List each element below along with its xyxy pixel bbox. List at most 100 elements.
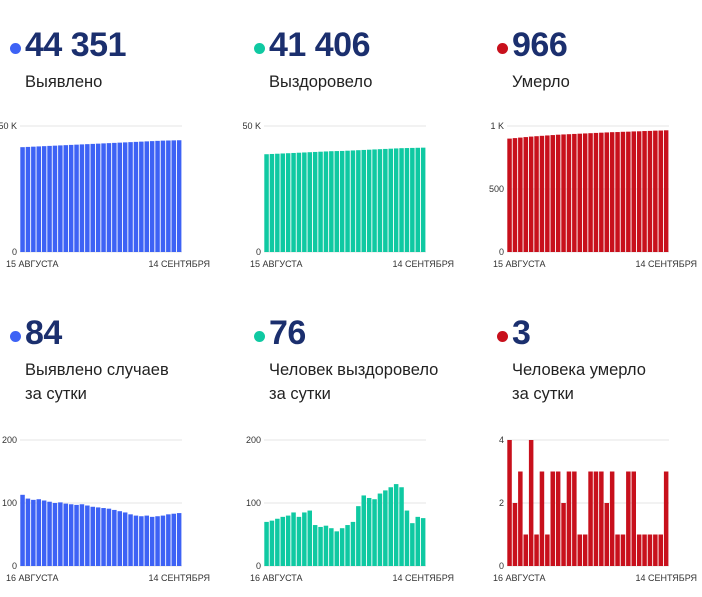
y-tick-label: 100 [2, 498, 17, 508]
bar [31, 499, 36, 566]
bar [160, 515, 166, 566]
bar [63, 503, 68, 566]
bar [291, 152, 296, 252]
bar [631, 471, 636, 566]
bar [388, 487, 393, 566]
bar [604, 503, 609, 566]
bar [593, 132, 599, 252]
bar [171, 513, 176, 566]
bar [95, 143, 101, 252]
bar [582, 534, 588, 566]
bar [518, 471, 523, 566]
total-value: 44 351 [25, 26, 127, 64]
bar [604, 132, 609, 252]
bar [106, 508, 112, 566]
bar [523, 137, 528, 252]
bar [642, 131, 647, 252]
bar [599, 132, 604, 252]
bar [345, 525, 350, 566]
bar [20, 494, 25, 566]
bar [399, 487, 404, 566]
metric-label-sub: за сутки [512, 385, 574, 403]
bar [128, 514, 133, 566]
bar [68, 504, 74, 566]
bar [609, 471, 615, 566]
bar [539, 471, 545, 566]
bar [647, 130, 653, 252]
bar [122, 142, 128, 252]
bar [318, 151, 323, 252]
bar [620, 534, 626, 566]
bar [79, 504, 85, 566]
y-tick-label: 200 [2, 435, 17, 445]
bar [291, 512, 296, 566]
metric-label: Умерло [512, 73, 570, 91]
x-tick-end: 14 СЕНТЯБРЯ [148, 573, 210, 583]
bar [25, 498, 31, 566]
bar [106, 143, 112, 252]
bar [631, 131, 636, 252]
bar [155, 516, 160, 566]
bar [275, 518, 280, 566]
bar [52, 145, 58, 252]
bar [74, 144, 79, 252]
x-tick-start: 15 АВГУСТА [493, 259, 546, 269]
bar [528, 136, 534, 252]
bar [128, 142, 133, 252]
bar [410, 523, 415, 566]
bar [58, 502, 63, 566]
metric-label: Человека умерло [512, 361, 646, 379]
bar [653, 534, 658, 566]
bar [31, 146, 36, 252]
bar [139, 516, 144, 566]
bar [626, 471, 631, 566]
bar [658, 534, 663, 566]
bar [329, 151, 334, 252]
bar [550, 135, 555, 252]
bar [555, 471, 561, 566]
bar [361, 149, 366, 252]
bar [329, 528, 334, 566]
bar [507, 440, 512, 566]
series-dot [254, 331, 265, 342]
bar [615, 132, 620, 252]
bar [572, 471, 577, 566]
y-tick-label: 50 K [0, 121, 17, 131]
x-tick-end: 14 СЕНТЯБРЯ [392, 259, 454, 269]
bar [377, 493, 383, 566]
bar [85, 505, 90, 566]
bar [41, 500, 47, 566]
bar [139, 141, 144, 252]
bar [383, 490, 388, 566]
metric-label: Человек выздоровело [269, 361, 439, 379]
bar [36, 146, 41, 252]
total-value: 966 [512, 26, 568, 64]
bar [112, 142, 117, 252]
metric-label-sub: за сутки [269, 385, 331, 403]
chart-deaths: 1 K 500 0 15 АВГУСТА 14 СЕНТЯБРЯ [489, 121, 697, 269]
metric-label: Выявлено [25, 73, 103, 91]
bar [285, 515, 291, 566]
bar [507, 138, 512, 252]
bar [383, 148, 388, 252]
bar [323, 525, 329, 566]
bar [350, 521, 356, 566]
bar [144, 141, 149, 252]
bar [345, 150, 350, 252]
y-tick-label: 0 [12, 247, 17, 257]
bar [599, 471, 604, 566]
bar [25, 146, 31, 252]
bar [334, 151, 339, 252]
bar [642, 534, 647, 566]
bar [47, 145, 52, 252]
bar [166, 514, 171, 566]
bar [68, 144, 74, 252]
bar [133, 141, 139, 252]
bar [117, 511, 122, 566]
bar [112, 509, 117, 566]
x-tick-end: 14 СЕНТЯБРЯ [148, 259, 210, 269]
bar [269, 520, 275, 566]
bar [539, 135, 545, 252]
bar [264, 154, 269, 252]
y-tick-label: 0 [256, 247, 261, 257]
